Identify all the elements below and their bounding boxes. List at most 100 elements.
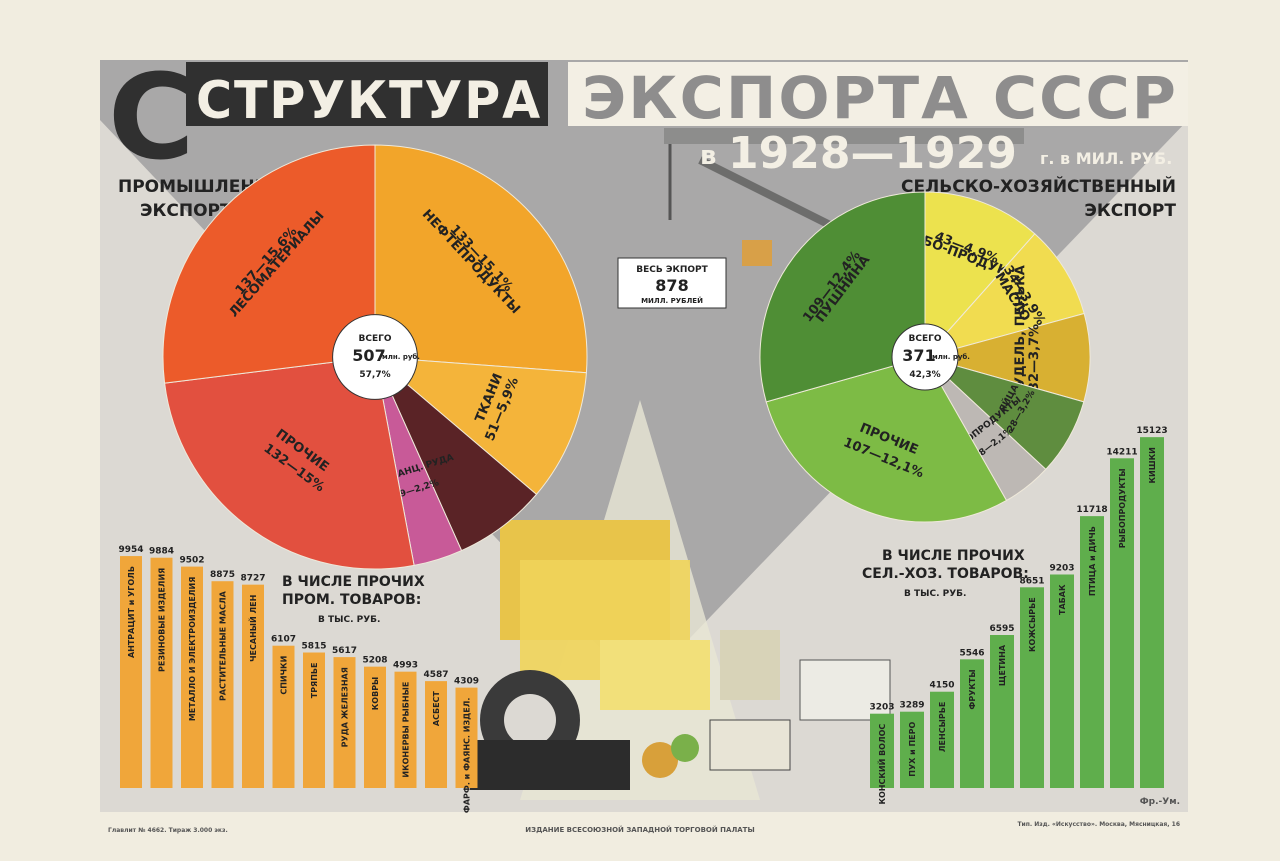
agricultural-bar-5 bbox=[1020, 587, 1044, 788]
agricultural-bar-9 bbox=[1140, 437, 1164, 788]
industrial-bar-value-4: 8727 bbox=[240, 574, 265, 584]
industrial-bar-label-6: ТРЯПЬЕ bbox=[310, 663, 319, 699]
industrial-center-value: 507 bbox=[352, 346, 385, 365]
industrial-bar-label-10: АСБЕСТ bbox=[432, 691, 441, 726]
industrial-slice-4 bbox=[164, 356, 415, 570]
industrial-slice-5 bbox=[162, 144, 376, 384]
industrial-bar-value-9: 4993 bbox=[393, 661, 418, 671]
agricultural-bar-label-7: ПТИЦА и ДИЧЬ bbox=[1088, 526, 1097, 596]
agricultural-bars-title-line1: В ЧИСЛЕ ПРОЧИХ bbox=[882, 548, 1025, 564]
title-block-light bbox=[568, 62, 1188, 126]
industrial-bar-9 bbox=[394, 671, 417, 788]
total-line3: МИЛЛ. РУБЛЕЙ bbox=[641, 296, 703, 305]
agricultural-bar-label-0: КОНСКИЙ ВОЛОС bbox=[876, 724, 887, 805]
industrial-bar-label-9: ИКОНЕРВЫ РЫБНЫЕ bbox=[402, 682, 411, 778]
industrial-bar-label-7: РУДА ЖЕЛЕЗНАЯ bbox=[341, 667, 350, 747]
agricultural-bar-label-3: ФРУКТЫ bbox=[968, 669, 977, 709]
agricultural-bar-4 bbox=[990, 634, 1014, 788]
agricultural-slice-1 bbox=[923, 233, 1085, 358]
industrial-bar-4 bbox=[242, 584, 264, 788]
agricultural-bar-value-1: 3289 bbox=[899, 701, 924, 711]
industrial-center-line1: ВСЕГО bbox=[359, 334, 392, 344]
industrial-bar-label-5: СПИЧКИ bbox=[280, 656, 289, 695]
industrial-bar-value-10: 4587 bbox=[423, 670, 448, 680]
poster-title: С СТРУКТУРА ЭКСПОРТА СССР в 1928—1929 г.… bbox=[108, 48, 1188, 186]
industrial-title-line2: ЭКСПОРТ bbox=[140, 201, 232, 221]
agricultural-bars-unit: В ТЫС. РУБ. bbox=[904, 589, 966, 599]
agricultural-bar-0 bbox=[870, 713, 894, 788]
total-export-box: ВЕСЬ ЭКПОРТ 878 МИЛЛ. РУБЛЕЙ bbox=[617, 257, 727, 309]
agricultural-bar-label-4: ЩЕТИНА bbox=[998, 644, 1007, 686]
subtitle-suffix: г. в МИЛ. РУБ. bbox=[1040, 149, 1172, 168]
industrial-center-circle bbox=[332, 314, 418, 400]
agricultural-bar-label-8: РЫБОПРОДУКТЫ bbox=[1118, 468, 1127, 548]
title-part2: ЭКСПОРТА СССР bbox=[582, 64, 1178, 132]
industrial-bar-10 bbox=[425, 681, 447, 788]
agricultural-center-unit: млн. руб. bbox=[932, 353, 970, 361]
industrial-slice-0 bbox=[374, 144, 588, 374]
agricultural-bar-1 bbox=[900, 711, 924, 788]
industrial-bar-2 bbox=[181, 566, 203, 788]
agricultural-bar-label-1: ПУХ и ПЕРО bbox=[908, 721, 917, 776]
industrial-bar-value-8: 5208 bbox=[362, 656, 387, 666]
title-big-c: С bbox=[108, 48, 197, 186]
agricultural-bar-value-6: 9203 bbox=[1049, 563, 1074, 573]
agricultural-center-circle bbox=[891, 323, 959, 391]
agricultural-bar-value-2: 4150 bbox=[929, 681, 954, 691]
agricultural-bar-2 bbox=[930, 691, 954, 788]
industrial-bar-5 bbox=[272, 645, 295, 788]
industrial-bars-title-line1: В ЧИСЛЕ ПРОЧИХ bbox=[282, 574, 425, 590]
industrial-bar-1 bbox=[150, 557, 173, 788]
footer-left: Главлит № 4662. Тираж 3.000 экз. bbox=[108, 827, 228, 834]
industrial-pie-chart: НЕФТЕПРОДУКТЫ133—15,1%ТКАНИ51—5,9%МАРГАН… bbox=[162, 144, 588, 570]
industrial-center-unit: млн. руб. bbox=[382, 353, 420, 361]
agricultural-bar-6 bbox=[1050, 574, 1074, 788]
industrial-bar-6 bbox=[303, 652, 325, 788]
agricultural-bar-chart: 3203 КОНСКИЙ ВОЛОС 3289 ПУХ и ПЕРО 4150 ЛЕНСЫ… bbox=[869, 426, 1167, 804]
industrial-bars-title-line2: ПРОМ. ТОВАРОВ: bbox=[282, 592, 421, 608]
agricultural-center-value: 371 bbox=[902, 346, 935, 365]
agricultural-bar-8 bbox=[1110, 458, 1134, 788]
industrial-bar-0 bbox=[120, 556, 142, 788]
industrial-bar-label-11: ФАРФ. и ФАЯНС. ИЗДЕЛ. bbox=[463, 698, 472, 813]
agricultural-slice-5 bbox=[765, 356, 1008, 523]
industrial-bar-chart: 9954 АНТРАЦИТ и УГОЛЬ 9884 РЕЗИНОВЫЕ ИЗДЕЛИ… bbox=[118, 545, 479, 813]
agricultural-title-line2: ЭКСПОРТ bbox=[1084, 201, 1176, 221]
industrial-bar-value-0: 9954 bbox=[118, 545, 143, 555]
industrial-bar-label-3: РАСТИТЕЛЬНЫЕ МАСЛА bbox=[219, 590, 228, 701]
agricultural-slice-2 bbox=[923, 312, 1091, 403]
industrial-bar-3 bbox=[211, 581, 234, 788]
goods-illustration bbox=[470, 520, 891, 790]
industrial-bar-label-1: РЕЗИНОВЫЕ ИЗДЕЛИЯ bbox=[158, 568, 167, 672]
agricultural-bar-3 bbox=[960, 659, 984, 788]
agricultural-bar-7 bbox=[1080, 516, 1104, 788]
agricultural-bar-value-3: 5546 bbox=[959, 648, 984, 658]
footer-center: ИЗДАНИЕ ВСЕСОЮЗНОЙ ЗАПАДНОЙ ТОРГОВОЙ ПАЛ… bbox=[525, 825, 754, 834]
industrial-bar-value-2: 9502 bbox=[179, 556, 204, 566]
industrial-bar-8 bbox=[364, 666, 386, 788]
title-part1: СТРУКТУРА bbox=[196, 71, 542, 131]
industrial-slice-1 bbox=[373, 356, 587, 496]
industrial-bar-value-1: 9884 bbox=[149, 547, 174, 557]
subtitle-prefix: в bbox=[700, 141, 716, 171]
agricultural-bar-value-4: 6595 bbox=[989, 624, 1014, 634]
industrial-bar-value-11: 4309 bbox=[454, 677, 479, 687]
agricultural-title-line1: СЕЛЬСКО-ХОЗЯЙСТВЕННЫЙ bbox=[901, 175, 1176, 197]
agricultural-bar-label-2: ЛЕНСЫРЬЕ bbox=[938, 702, 947, 752]
industrial-bar-11 bbox=[455, 687, 478, 788]
industrial-bar-value-7: 5617 bbox=[332, 646, 357, 656]
industrial-bars-unit: В ТЫС. РУБ. bbox=[318, 615, 380, 625]
industrial-bar-value-5: 6107 bbox=[271, 635, 296, 645]
agricultural-bar-value-0: 3203 bbox=[869, 703, 894, 713]
agricultural-bar-value-7: 11718 bbox=[1076, 505, 1107, 515]
subtitle-years: 1928—1929 bbox=[728, 128, 1017, 179]
agricultural-slice-0 bbox=[924, 191, 1036, 359]
agricultural-bars-title-line2: СЕЛ.-ХОЗ. ТОВАРОВ: bbox=[862, 566, 1029, 582]
agricultural-bar-value-5: 8651 bbox=[1019, 576, 1044, 586]
industrial-center-pct: 57,7% bbox=[359, 370, 390, 380]
agricultural-bar-label-6: ТАБАК bbox=[1058, 584, 1067, 615]
agricultural-bar-label-9: КИШКИ bbox=[1148, 447, 1157, 483]
